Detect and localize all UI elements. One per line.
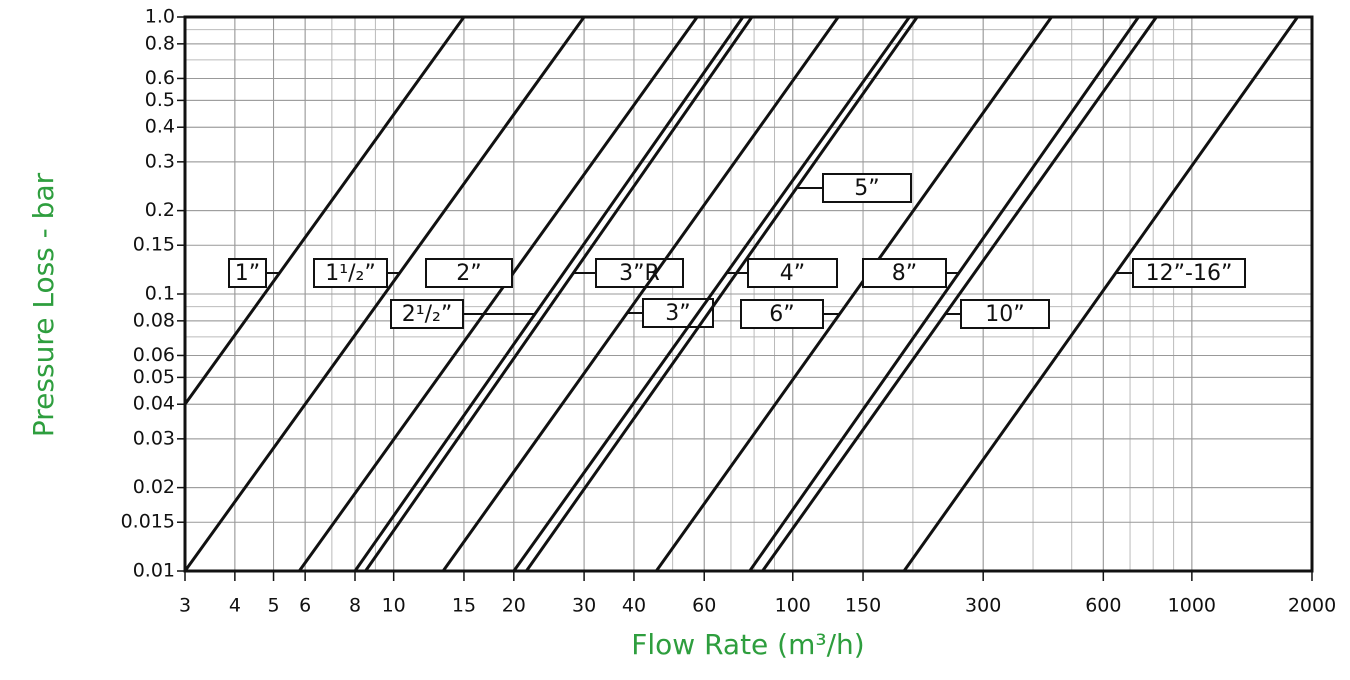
label-box bbox=[425, 258, 513, 288]
series-line bbox=[353, 16, 745, 572]
series-label: 2” bbox=[456, 261, 481, 286]
y-tick-label: 0.04 bbox=[133, 393, 175, 415]
x-tick-label: 30 bbox=[572, 595, 596, 617]
y-tick-label: 0.8 bbox=[145, 32, 175, 54]
x-tick-label: 100 bbox=[775, 595, 811, 617]
x-tick-label: 10 bbox=[382, 595, 406, 617]
x-tick-label: 8 bbox=[349, 595, 361, 617]
y-axis-title: Pressure Loss - bar bbox=[27, 172, 60, 437]
y-tick-label: 0.03 bbox=[133, 427, 175, 449]
series-line bbox=[655, 16, 1053, 572]
label-box bbox=[740, 299, 824, 329]
x-tick-label: 1000 bbox=[1168, 595, 1216, 617]
label-box bbox=[822, 173, 912, 203]
x-tick-label: 15 bbox=[452, 595, 476, 617]
series-line bbox=[183, 16, 466, 406]
series-label: 3” bbox=[665, 301, 690, 326]
x-tick-label: 300 bbox=[965, 595, 1001, 617]
series-label: 1¹/₂” bbox=[325, 261, 375, 286]
y-tick-label: 0.15 bbox=[133, 234, 175, 256]
label-box bbox=[595, 258, 684, 288]
series-line bbox=[525, 16, 919, 572]
series-line bbox=[441, 16, 840, 572]
label-box bbox=[313, 258, 388, 288]
series-label: 1” bbox=[235, 261, 260, 286]
series-label: 2¹/₂” bbox=[402, 302, 452, 327]
label-box bbox=[228, 258, 267, 288]
series-label: 6” bbox=[769, 302, 794, 327]
label-box bbox=[862, 258, 947, 288]
y-tick-label: 0.2 bbox=[145, 199, 175, 221]
x-tick-label: 40 bbox=[622, 595, 646, 617]
y-tick-label: 0.3 bbox=[145, 150, 175, 172]
x-axis-title: Flow Rate (m³/h) bbox=[631, 628, 864, 661]
y-tick-label: 0.6 bbox=[145, 67, 175, 89]
y-tick-label: 0.02 bbox=[133, 476, 175, 498]
x-tick-label: 5 bbox=[267, 595, 279, 617]
y-tick-label: 0.05 bbox=[133, 366, 175, 388]
x-tick-label: 600 bbox=[1085, 595, 1121, 617]
series-label: 4” bbox=[780, 261, 805, 286]
series-line bbox=[512, 16, 911, 572]
label-box bbox=[747, 258, 838, 288]
series-label: 8” bbox=[892, 261, 917, 286]
x-tick-label: 150 bbox=[845, 595, 881, 617]
series-label: 10” bbox=[985, 302, 1024, 327]
y-tick-label: 0.08 bbox=[133, 309, 175, 331]
label-box bbox=[1132, 258, 1246, 288]
series-line bbox=[364, 16, 754, 572]
series-label: 5” bbox=[854, 176, 879, 201]
x-tick-label: 6 bbox=[299, 595, 311, 617]
label-box bbox=[960, 299, 1050, 329]
x-tick-label: 60 bbox=[692, 595, 716, 617]
series-line bbox=[748, 16, 1140, 572]
y-tick-label: 0.015 bbox=[121, 511, 175, 533]
series-label: 3”R bbox=[619, 261, 660, 286]
plot-frame bbox=[183, 15, 1314, 573]
label-box bbox=[390, 299, 464, 329]
x-tick-label: 2000 bbox=[1288, 595, 1336, 617]
y-tick-label: 0.06 bbox=[133, 344, 175, 366]
y-tick-label: 0.4 bbox=[145, 116, 175, 138]
series-line bbox=[902, 16, 1299, 572]
x-tick-label: 20 bbox=[502, 595, 526, 617]
series-label: 12”-16” bbox=[1146, 261, 1233, 286]
series-line bbox=[761, 16, 1158, 572]
y-tick-label: 0.01 bbox=[133, 560, 175, 582]
series-line bbox=[298, 16, 699, 572]
x-tick-label: 3 bbox=[179, 595, 191, 617]
x-tick-label: 4 bbox=[229, 595, 241, 617]
series-line bbox=[183, 16, 586, 572]
y-tick-label: 0.1 bbox=[145, 283, 175, 305]
y-tick-label: 1.0 bbox=[145, 6, 175, 28]
y-tick-label: 0.5 bbox=[145, 89, 175, 111]
